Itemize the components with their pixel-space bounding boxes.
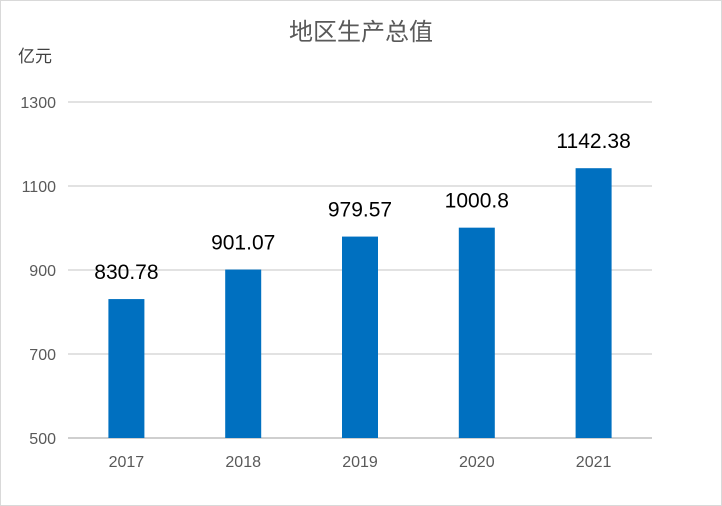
y-axis-unit-label: 亿元 [18,47,52,67]
data-label-2018: 901.07 [211,232,275,255]
x-tick-label-2017: 2017 [109,454,145,471]
data-label-2021: 1142.38 [556,130,630,153]
bar-2017 [108,299,145,438]
y-tick-label-700: 700 [29,347,56,364]
y-tick-label-900: 900 [29,263,56,280]
data-labels: 830.78 901.07 979.57 1000.8 1142.38 [94,130,630,284]
y-tick-label-1300: 1300 [20,95,56,112]
x-tick-label-2019: 2019 [342,454,378,471]
x-axis-ticks: 2017 2018 2019 2020 2021 [109,454,612,471]
y-tick-label-500: 500 [29,431,56,448]
data-label-2019: 979.57 [328,199,392,222]
x-tick-label-2021: 2021 [576,454,612,471]
y-axis-ticks: 500 700 900 1100 1300 [20,95,56,448]
data-label-2020: 1000.8 [445,190,509,213]
bar-2018 [225,269,262,438]
chart-title: 地区生产总值 [289,18,433,46]
data-label-2017: 830.78 [94,261,158,284]
bar-2019 [342,236,378,438]
bar-2021 [575,168,612,439]
bars [108,168,612,439]
y-tick-label-1100: 1100 [22,179,57,196]
x-tick-label-2018: 2018 [225,454,261,471]
x-tick-label-2020: 2020 [459,454,495,471]
bar-2020 [458,227,495,438]
